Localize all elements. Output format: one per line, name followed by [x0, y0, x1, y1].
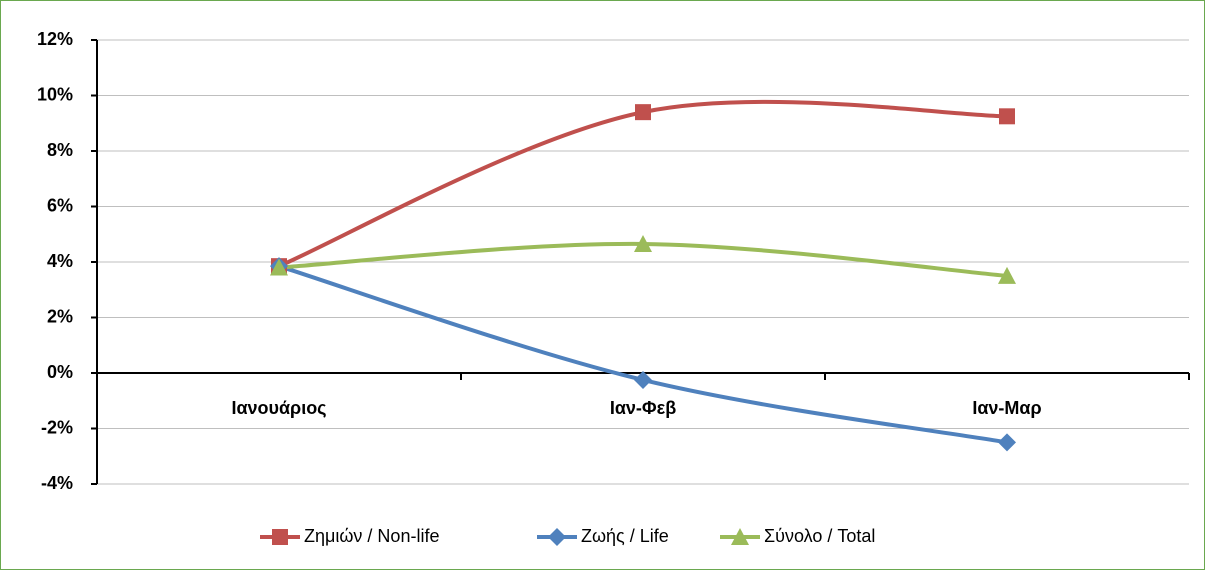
data-point: [999, 108, 1015, 125]
y-tick-label: 8%: [47, 140, 73, 160]
data-point: [635, 104, 651, 121]
y-tick-label: 12%: [37, 29, 73, 49]
legend-marker: [272, 529, 288, 545]
data-point: [634, 234, 652, 252]
data-point: [270, 258, 288, 276]
legend-label: Σύνολο / Total: [764, 526, 875, 546]
y-tick-label: -4%: [41, 473, 73, 493]
x-tick-label: Ιαν-Μαρ: [972, 398, 1041, 418]
y-tick-label: -2%: [41, 417, 73, 437]
y-tick-label: 4%: [47, 251, 73, 271]
y-tick-label: 0%: [47, 362, 73, 382]
x-tick-label: Ιαν-Φεβ: [610, 398, 676, 418]
y-tick-label: 2%: [47, 306, 73, 326]
legend-marker: [731, 528, 749, 545]
data-point: [998, 433, 1016, 452]
y-tick-label: 10%: [37, 84, 73, 104]
legend-label: Ζωής / Life: [581, 526, 669, 546]
y-tick-label: 6%: [47, 195, 73, 215]
legend-marker: [548, 528, 566, 546]
data-point: [998, 266, 1016, 284]
data-point: [634, 370, 652, 389]
legend-label: Ζημιών / Non-life: [304, 526, 439, 546]
x-tick-label: Ιανουάριος: [231, 398, 326, 418]
